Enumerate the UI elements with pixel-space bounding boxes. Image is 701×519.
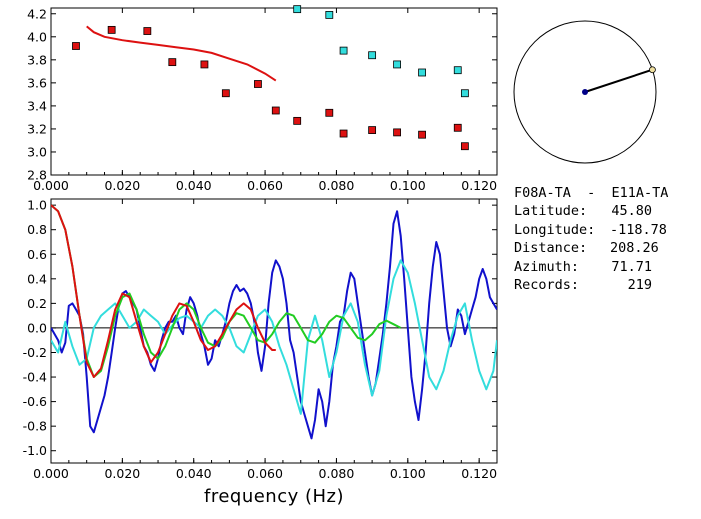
bottom-xtick-label: 0.040 <box>176 466 212 481</box>
bottom-ytick-label: 0.0 <box>27 320 47 335</box>
top-xtick-label: 0.120 <box>461 178 497 193</box>
top-ytick-label: 3.8 <box>27 52 47 67</box>
cyan-velocity-point <box>293 5 302 14</box>
top-ytick-label: 2.8 <box>27 168 47 183</box>
bottom-ytick-label: -0.8 <box>23 419 47 434</box>
dispersion-plot: 0.000 0.020 0.040 0.060 0.080 0.100 0.120 2.8 3.… <box>27 5 498 193</box>
info-value: 71.71 <box>611 258 652 275</box>
red-velocity-point <box>325 108 334 117</box>
cyan-velocity-point <box>339 46 348 55</box>
red-velocity-point <box>72 42 80 50</box>
cyan-velocity-point <box>393 60 401 69</box>
bottom-xtick-label: 0.020 <box>104 466 140 481</box>
red-velocity-point <box>418 130 426 139</box>
top-ytick-label: 3.2 <box>27 121 47 136</box>
polar-end-point <box>649 66 656 74</box>
bottom-ytick-label: 0.6 <box>27 247 47 262</box>
red-velocity-point <box>293 116 302 125</box>
top-ytick-label: 3.0 <box>27 144 47 159</box>
cyan-correlation-curve <box>51 259 497 415</box>
info-label: Longitude: <box>514 221 596 238</box>
info-row-longitude: Longitude: -118.78 <box>514 221 668 239</box>
red-velocity-point <box>368 126 377 134</box>
polar-center-point <box>582 89 588 95</box>
top-xtick-label: 0.020 <box>104 178 140 193</box>
bottom-ytick-label: 0.8 <box>27 222 47 237</box>
info-row-distance: Distance: 208.26 <box>514 239 668 257</box>
info-label: Distance: <box>514 240 588 257</box>
red-velocity-point <box>453 123 462 132</box>
bottom-ytick-label: -1.0 <box>23 443 47 458</box>
green-correlation-curve <box>51 204 402 378</box>
bottom-ytick-label: 0.4 <box>27 271 47 286</box>
station-info-panel: F08A-TA - E11A-TA Latitude: 45.80 Longitu… <box>514 184 668 294</box>
bottom-ytick-label: -0.4 <box>23 370 47 385</box>
top-ytick-label: 3.4 <box>27 98 47 113</box>
red-velocity-point <box>254 80 262 88</box>
red-velocity-point <box>339 129 348 138</box>
info-value: -118.78 <box>610 221 667 238</box>
correlation-plot: 0.000 0.020 0.040 0.060 0.080 0.100 0.120 -1.0 -… <box>23 198 498 481</box>
polar-circle <box>513 20 657 164</box>
cyan-velocity-point <box>453 66 462 75</box>
red-velocity-point <box>168 58 177 67</box>
cyan-velocity-point <box>418 68 426 77</box>
station-pair: F08A-TA - E11A-TA <box>514 185 669 201</box>
red-velocity-point <box>107 25 116 34</box>
top-xtick-label: 0.080 <box>319 178 355 193</box>
cyan-velocity-point <box>325 11 334 19</box>
red-velocity-point <box>221 89 230 98</box>
info-value: 208.26 <box>610 240 659 257</box>
azimuth-polar-plot <box>513 20 657 164</box>
bottom-ytick-label: -0.2 <box>23 345 47 360</box>
red-correlation-curve <box>51 204 276 378</box>
azimuth-line <box>584 68 653 93</box>
info-row-records: Records: 219 <box>514 276 668 294</box>
red-velocity-point <box>143 27 152 35</box>
bottom-xtick-label: 0.080 <box>319 466 355 481</box>
top-plot-ticks: 0.000 0.020 0.040 0.060 0.080 0.100 0.120 2.8 3.… <box>27 6 498 193</box>
info-label: Records: <box>514 277 580 294</box>
bottom-plot-ticks: 0.000 0.020 0.040 0.060 0.080 0.100 0.120 -1.0 -… <box>23 198 498 481</box>
top-ytick-label: 4.0 <box>27 29 47 44</box>
cyan-velocity-point <box>460 89 469 98</box>
top-ytick-label: 3.6 <box>27 75 47 90</box>
bottom-xtick-label: 0.100 <box>390 466 426 481</box>
red-velocity-point <box>460 142 469 151</box>
bottom-xtick-label: 0.000 <box>33 466 69 481</box>
info-row-latitude: Latitude: 45.80 <box>514 202 668 220</box>
top-xtick-label: 0.000 <box>33 178 69 193</box>
info-value: 45.80 <box>611 203 652 220</box>
info-row-azimuth: Azimuth: 71.71 <box>514 258 668 276</box>
top-plot-data <box>72 5 469 151</box>
bottom-plot-frame <box>50 198 498 464</box>
bottom-ytick-label: -0.6 <box>23 394 47 409</box>
bottom-plot-data <box>51 204 497 440</box>
bottom-ytick-label: 0.2 <box>27 296 47 311</box>
info-value: 219 <box>627 277 652 294</box>
bottom-xtick-label: 0.060 <box>247 466 283 481</box>
bottom-ytick-label: 1.0 <box>27 198 47 213</box>
x-axis-label: frequency (Hz) <box>204 486 344 507</box>
group-velocity-curve <box>86 25 277 82</box>
cyan-velocity-point <box>368 51 377 60</box>
info-label: Latitude: <box>514 203 588 220</box>
top-xtick-label: 0.040 <box>176 178 212 193</box>
bottom-xtick-label: 0.120 <box>461 466 497 481</box>
top-plot-frame <box>50 7 498 176</box>
info-label: Azimuth: <box>514 258 580 275</box>
top-ytick-label: 4.2 <box>27 6 47 21</box>
red-velocity-point <box>271 106 280 115</box>
top-xtick-label: 0.100 <box>390 178 426 193</box>
red-velocity-point <box>200 60 209 69</box>
top-xtick-label: 0.060 <box>247 178 283 193</box>
red-velocity-point <box>393 128 401 137</box>
